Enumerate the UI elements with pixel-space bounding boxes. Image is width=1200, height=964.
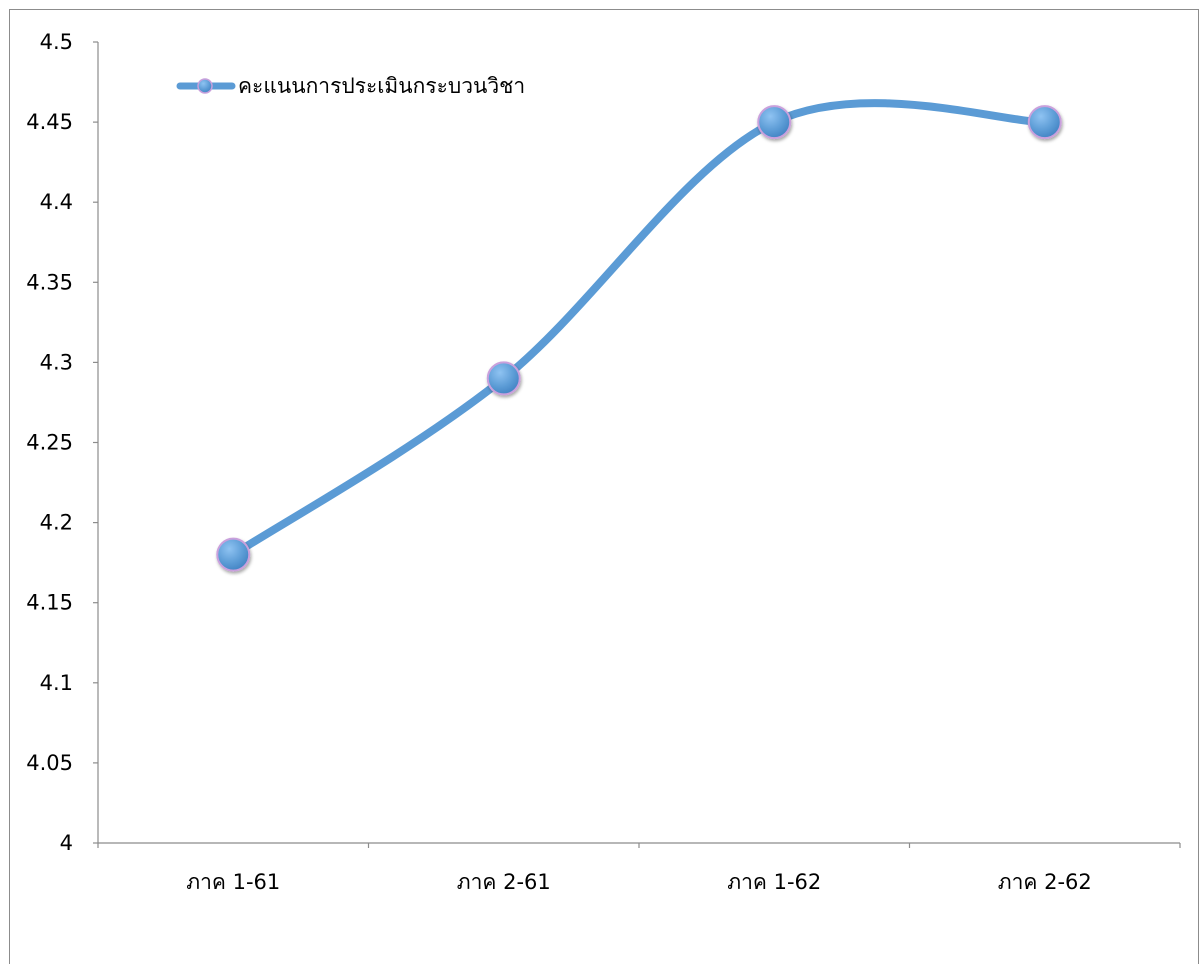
data-point-marker	[486, 361, 521, 396]
chart-frame	[9, 9, 1199, 964]
y-tick-label: 4.45	[26, 110, 73, 134]
legend-label: คะแนนการประเมินกระบวนวิชา	[238, 74, 525, 98]
y-tick-label: 4.05	[26, 751, 73, 775]
data-point-marker	[1027, 105, 1062, 140]
y-tick-label: 4.5	[40, 30, 73, 54]
x-tick-label: ภาค 2-61	[457, 870, 551, 894]
x-axis-ticks: ภาค 1-61 ภาค 2-61 ภาค 1-62 ภาค 2-62	[97, 843, 1181, 894]
y-tick-label: 4	[60, 831, 73, 855]
y-tick-label: 4.25	[26, 431, 73, 455]
x-tick-label: ภาค 1-62	[727, 870, 821, 894]
y-tick-label: 4.2	[40, 511, 73, 535]
y-tick-label: 4.4	[40, 190, 73, 214]
y-tick-label: 4.35	[26, 270, 73, 294]
y-axis-ticks: 4 4.05 4.1 4.15 4.2 4.25 4.3 4.35 4.4 4.45 4.5	[26, 30, 98, 855]
legend-marker-swatch	[197, 78, 213, 94]
legend: คะแนนการประเมินกระบวนวิชา	[176, 74, 525, 98]
y-tick-label: 4.1	[40, 671, 73, 695]
axes	[97, 42, 1180, 844]
series-layer	[216, 99, 1062, 572]
y-tick-label: 4.3	[40, 350, 73, 374]
data-point-marker	[216, 537, 251, 572]
data-point-marker	[757, 105, 792, 140]
x-tick-label: ภาค 2-62	[998, 870, 1092, 894]
x-tick-label: ภาค 1-61	[186, 870, 280, 894]
y-tick-label: 4.15	[26, 591, 73, 615]
series-line	[229, 99, 1049, 559]
